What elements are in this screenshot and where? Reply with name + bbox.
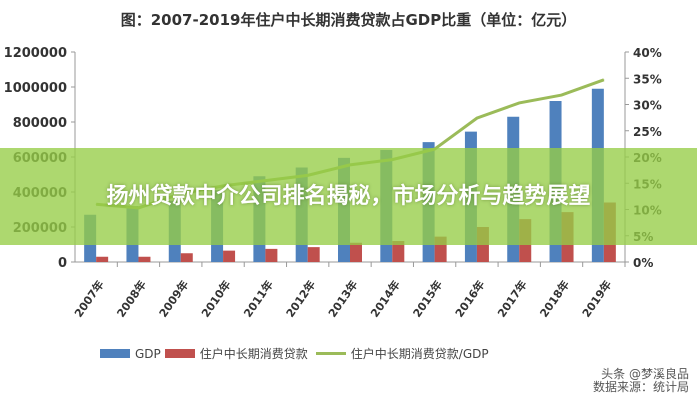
right-tick-label: 35% (633, 72, 662, 86)
x-tick-label: 2008年 (114, 278, 149, 320)
watermark-data-source: 数据来源：统计局 (592, 380, 689, 394)
x-tick-label: 2009年 (156, 278, 191, 320)
x-tick-label: 2016年 (452, 278, 487, 320)
left-tick-label: 1200000 (4, 46, 67, 61)
ratio-point (603, 79, 605, 81)
left-tick-label: 800000 (13, 116, 67, 131)
bar-loans (96, 256, 109, 262)
legend-label-ratio: 住户中长期消费贷款/GDP (350, 347, 489, 361)
legend-label-loans: 住户中长期消费贷款 (199, 347, 308, 361)
headline-banner: 扬州贷款中介公司排名揭秘，市场分析与趋势展望 (0, 148, 697, 245)
right-tick-label: 40% (633, 46, 662, 60)
x-tick-label: 2013年 (325, 278, 360, 320)
ratio-point (476, 117, 478, 119)
bar-loans (307, 247, 320, 262)
right-tick-label: 25% (633, 125, 662, 139)
bar-loans (138, 256, 151, 262)
left-tick-label: 0 (58, 256, 67, 271)
bar-loans (265, 248, 278, 262)
ratio-point (518, 102, 520, 104)
watermark-source: 头条 @梦溪良品 (601, 367, 689, 381)
x-tick-label: 2010年 (198, 278, 233, 320)
x-tick-label: 2015年 (410, 278, 445, 320)
x-tick-label: 2017年 (494, 278, 529, 320)
bar-loans (223, 250, 236, 262)
bar-loans (350, 242, 362, 262)
right-tick-label: 0% (633, 256, 653, 270)
legend-swatch-loans (164, 349, 195, 358)
legend-swatch-gdp (100, 349, 130, 358)
x-tick-label: 2011年 (240, 278, 275, 320)
x-tick-label: 2014年 (367, 278, 402, 320)
x-tick-label: 2007年 (71, 278, 106, 320)
legend: GDP 住户中长期消费贷款 住户中长期消费贷款/GDP (100, 345, 493, 362)
x-tick-label: 2019年 (579, 278, 614, 320)
watermark: 头条 @梦溪良品 数据来源：统计局 (593, 368, 689, 394)
right-tick-label: 30% (633, 99, 662, 113)
headline-text: 扬州贷款中介公司排名揭秘，市场分析与趋势展望 (106, 183, 591, 209)
legend-swatch-ratio (315, 352, 346, 355)
x-tick-label: 2018年 (537, 278, 572, 320)
bar-loans (180, 253, 193, 262)
left-tick-label: 1000000 (4, 81, 67, 96)
legend-label-gdp: GDP (135, 346, 161, 361)
bar-loans (392, 241, 405, 262)
x-tick-label: 2012年 (283, 278, 318, 320)
ratio-point (561, 94, 563, 96)
chart-title: 图：2007-2019年住户中长期消费贷款占GDP比重（单位：亿元） (120, 11, 577, 29)
